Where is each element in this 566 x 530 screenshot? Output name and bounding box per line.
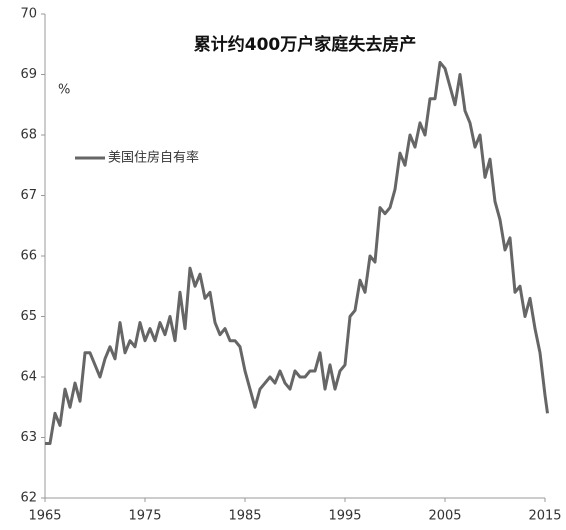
legend-label: 美国住房自有率 [108,150,199,166]
y-tick-label: 68 [20,128,37,143]
chart-title: 累计约400万户家庭失去房产 [194,34,417,55]
y-tick-label: 62 [20,491,37,506]
data-line [45,60,549,446]
y-tick-label: 67 [20,188,37,203]
y-tick-label: 70 [20,7,37,22]
y-tick-label: 65 [20,309,37,324]
y-tick-label: 66 [20,249,37,264]
y-tick-label: 64 [20,370,37,385]
x-tick-label: 2015 [528,509,561,524]
x-tick-label: 1965 [28,509,61,524]
y-tick-label: 63 [20,430,37,445]
x-tick-label: 2005 [428,509,461,524]
y-axis-label: % [58,83,70,98]
x-tick-label: 1995 [328,509,361,524]
x-tick-label: 1985 [228,509,261,524]
x-tick-label: 1975 [128,509,161,524]
y-tick-label: 69 [20,67,37,82]
